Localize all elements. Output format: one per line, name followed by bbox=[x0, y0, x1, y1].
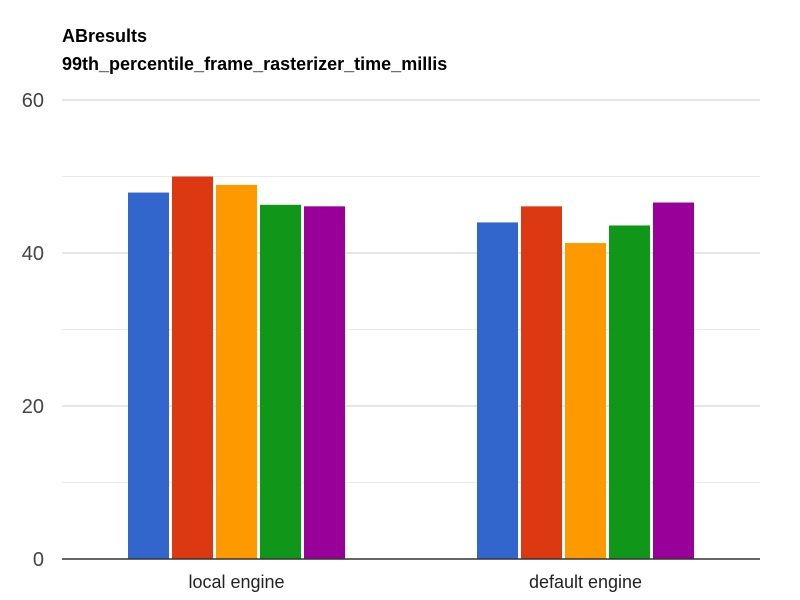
category-label: default engine bbox=[529, 572, 642, 592]
bar-series-2-default-engine bbox=[521, 206, 562, 559]
bar-series-5-default-engine bbox=[653, 202, 694, 559]
y-tick-label: 20 bbox=[22, 396, 44, 418]
bars bbox=[128, 176, 694, 560]
bar-series-1-local-engine bbox=[128, 192, 169, 559]
chart-title: ABresults bbox=[62, 26, 148, 46]
y-tick-label: 60 bbox=[22, 90, 44, 112]
bar-series-3-local-engine bbox=[216, 184, 257, 560]
category-label: local engine bbox=[188, 572, 284, 592]
bar-series-1-default-engine bbox=[477, 222, 518, 559]
y-tick-label: 40 bbox=[22, 243, 44, 265]
bar-series-4-default-engine bbox=[609, 225, 650, 559]
bar-series-2-local-engine bbox=[172, 176, 213, 559]
y-tick-label: 0 bbox=[33, 549, 44, 571]
axis-labels: 0 20 40 60 local engine default engine bbox=[22, 90, 642, 592]
bar-series-5-local-engine bbox=[304, 206, 345, 559]
bar-series-3-default-engine bbox=[565, 243, 606, 559]
bar-series-4-local-engine bbox=[260, 204, 301, 559]
chart-subtitle: 99th_percentile_frame_rasterizer_time_mi… bbox=[62, 54, 448, 74]
